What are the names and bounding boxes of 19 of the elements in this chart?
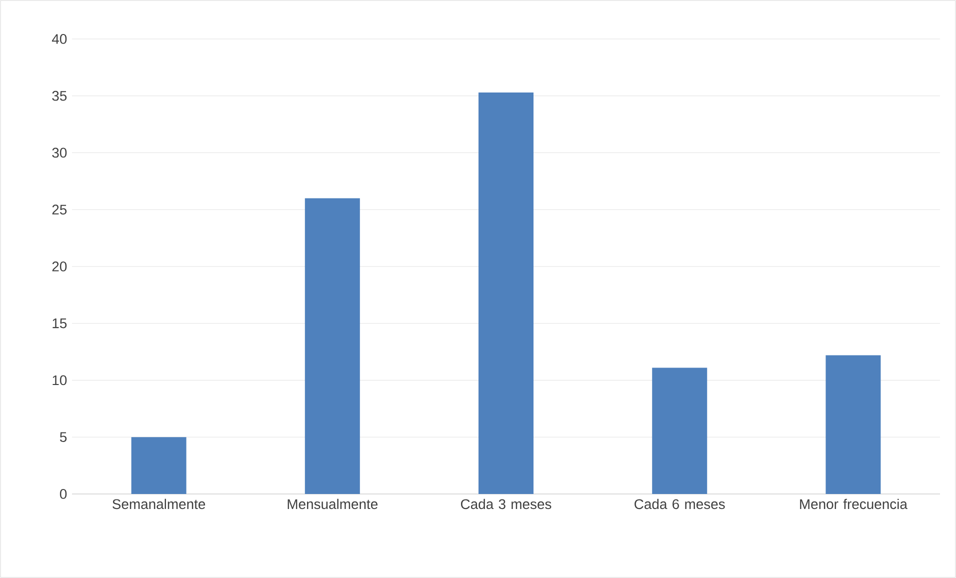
bar [826,355,881,494]
y-tick-label: 30 [52,148,67,158]
y-tick-label: 15 [52,318,67,328]
y-tick-label: 10 [52,375,67,386]
x-tick-label: Semanalmente [112,498,206,510]
y-tick-label: 40 [52,34,67,44]
y-tick-label: 25 [52,204,67,215]
x-tick-label: Cada 6 meses [634,498,725,510]
y-tick-label: 20 [52,262,67,272]
bar [478,92,534,494]
y-tick-label: 0 [60,489,67,499]
y-tick-label: 35 [52,90,67,101]
y-tick-label: 5 [60,432,67,442]
x-tick-label: Mensualmente [288,498,378,510]
bar [652,368,708,494]
x-tick-label: Menor frecuencia [800,498,908,510]
bar [131,437,186,494]
x-tick-label: Cada 3 meses [460,498,552,510]
bar [304,198,360,494]
